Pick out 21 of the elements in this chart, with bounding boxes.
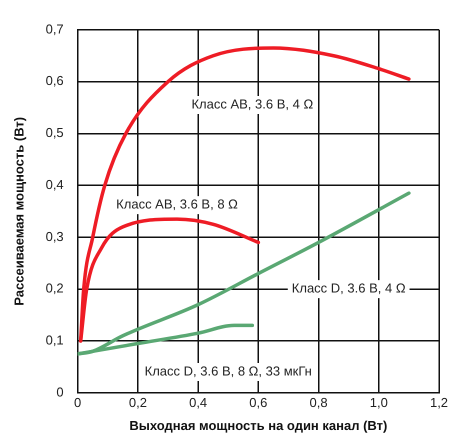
series-label: Класс D, 3.6 В, 4 Ω: [292, 280, 406, 296]
x-tick-label: 1,2: [430, 395, 448, 410]
x-tick-label: 1,0: [370, 395, 388, 410]
y-tick-label: 0,5: [46, 125, 64, 140]
x-tick-label: 0,4: [189, 395, 208, 410]
x-tick-label: 0,8: [310, 395, 328, 410]
series-label: Класс D, 3.6 В, 8 Ω, 33 мкГн: [144, 364, 312, 379]
y-tick-label: 0,3: [46, 228, 64, 244]
y-axis-title: Рассеиваемая мощность (Вт): [11, 116, 26, 306]
series-label: Класс AB, 3.6 В, 8 Ω: [116, 196, 238, 212]
x-tick-label: 0,6: [249, 395, 268, 410]
y-tick-label: 0,6: [46, 73, 64, 88]
text: Класс AB, 3.6 В, 4 Ω: [191, 96, 314, 112]
x-tick-label: 0: [74, 395, 82, 410]
y-tick-label: 0,1: [46, 332, 64, 348]
x-tick-label: 0,2: [128, 395, 147, 410]
y-tick-label: 0,4: [46, 176, 64, 192]
y-tick-label: 0,7: [46, 21, 64, 36]
y-tick-label: 0: [56, 384, 64, 400]
x-axis-title: Выходная мощность на один канал (Вт): [129, 418, 388, 433]
y-tick-label: 0,2: [46, 280, 64, 296]
